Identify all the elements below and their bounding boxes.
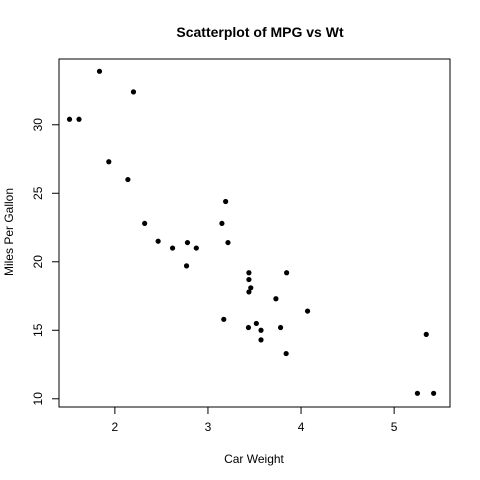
data-point-25 bbox=[106, 159, 112, 165]
data-point-30 bbox=[258, 327, 264, 333]
data-point-24 bbox=[284, 270, 290, 276]
data-point-17 bbox=[130, 89, 137, 95]
data-point-9 bbox=[246, 270, 252, 276]
x-axis: 2 3 4 5 bbox=[112, 407, 398, 434]
x-tick-label-1: 3 bbox=[205, 420, 212, 434]
data-point-3 bbox=[225, 239, 231, 246]
y-axis-label: Miles Per Gallon bbox=[2, 188, 16, 276]
y-tick-label-4: 30 bbox=[31, 118, 45, 132]
data-point-6 bbox=[258, 337, 264, 343]
x-tick-label-2: 4 bbox=[298, 420, 305, 434]
data-point-0 bbox=[169, 245, 176, 251]
y-tick-label-1: 15 bbox=[31, 323, 45, 337]
y-tick-label-3: 25 bbox=[31, 186, 45, 200]
x-tick-label-0: 2 bbox=[112, 420, 119, 434]
data-point-21 bbox=[253, 320, 259, 327]
data-point-31 bbox=[184, 239, 191, 246]
data-point-10 bbox=[246, 289, 252, 295]
data-point-19 bbox=[96, 68, 103, 74]
data-point-2 bbox=[142, 220, 148, 227]
y-tick-label-0: 10 bbox=[31, 392, 45, 406]
data-point-7 bbox=[223, 198, 229, 205]
data-point-13 bbox=[277, 324, 284, 331]
x-axis-label: Car Weight bbox=[224, 452, 284, 466]
data-point-4 bbox=[246, 276, 252, 283]
data-point-28 bbox=[221, 316, 227, 322]
data-point-15 bbox=[431, 390, 437, 396]
chart-title: Scatterplot of MPG vs Wt bbox=[176, 24, 344, 40]
y-axis: 10 15 20 25 30 bbox=[31, 118, 59, 406]
data-points bbox=[66, 68, 437, 396]
data-point-22 bbox=[245, 324, 252, 331]
data-point-1 bbox=[193, 245, 199, 251]
data-point-16 bbox=[423, 331, 429, 337]
data-point-12 bbox=[273, 296, 279, 302]
y-tick-label-2: 20 bbox=[31, 255, 45, 269]
data-point-14 bbox=[414, 390, 421, 396]
data-point-26 bbox=[125, 176, 131, 183]
plot-frame bbox=[58, 58, 451, 408]
data-point-20 bbox=[155, 238, 161, 244]
data-point-8 bbox=[219, 220, 225, 227]
data-point-5 bbox=[248, 285, 254, 291]
data-point-18 bbox=[76, 116, 82, 122]
data-point-29 bbox=[183, 263, 190, 269]
data-point-11 bbox=[304, 308, 311, 314]
data-point-27 bbox=[66, 116, 73, 122]
data-point-23 bbox=[283, 350, 289, 357]
x-tick-label-3: 5 bbox=[391, 420, 398, 434]
